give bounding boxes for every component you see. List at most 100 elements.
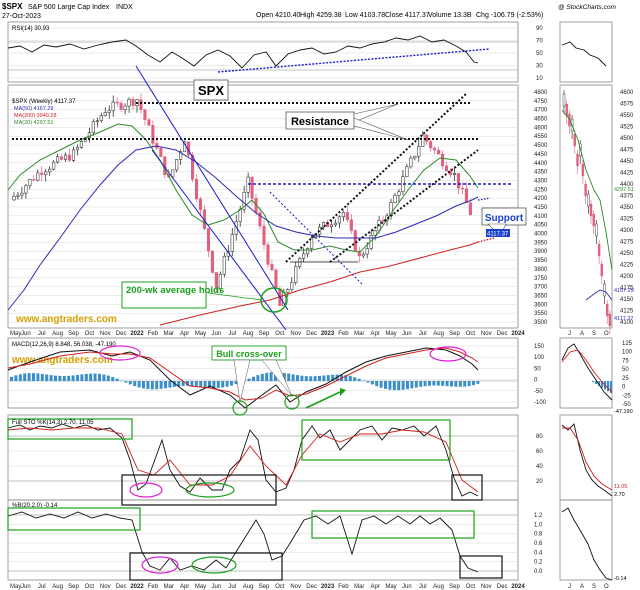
price-axis-label: 3900	[534, 249, 548, 255]
candle-body	[353, 230, 357, 252]
right-candle-body	[606, 303, 609, 317]
spx-label-box	[193, 79, 229, 101]
macd-histogram-bar	[89, 373, 93, 381]
stoch-axis-label: 20	[536, 479, 543, 485]
macd-histogram-bar	[54, 375, 57, 381]
right-x-axis-label: J	[568, 331, 571, 337]
x-axis-label: May	[195, 331, 206, 337]
stoch-axis-label: 40	[536, 464, 543, 470]
macd-histogram-bar	[265, 372, 269, 381]
candle-body	[67, 154, 72, 161]
candle-body	[286, 289, 290, 293]
x-axis-label: Jun	[402, 584, 412, 590]
macd-histogram-bar	[309, 376, 313, 381]
macd-histogram-bar	[406, 381, 409, 390]
candle-body	[191, 155, 195, 180]
macd-histogram-bar	[177, 381, 181, 387]
candle-body	[147, 119, 151, 126]
price-last-tag: 4117.37	[487, 232, 509, 238]
right-tag-ma20: 4297.51	[614, 187, 634, 193]
pctb-axis-label: 0.0	[534, 569, 543, 575]
x-axis-label: Dec	[497, 331, 508, 337]
right-price-axis-label: 4150	[620, 297, 634, 303]
pctb-line	[7, 511, 479, 573]
ma200-line	[159, 241, 479, 326]
price-axis-label: 4700	[534, 108, 548, 114]
x-axis-label: Jul	[419, 331, 427, 337]
candle-body	[357, 250, 361, 257]
pctb-panel	[7, 499, 519, 581]
candle-body	[365, 248, 369, 255]
right-candle-body	[587, 193, 590, 207]
x-axis-label: Jul	[228, 331, 236, 337]
rsi-axis-label: 90	[536, 26, 543, 32]
x-axis-label: Aug	[243, 584, 254, 590]
candle-body	[445, 165, 449, 171]
macd-histogram-bar	[40, 373, 44, 381]
bull-cross-pointer-2	[261, 359, 293, 397]
macd-histogram-bar	[414, 381, 418, 388]
macd-histogram-bar	[247, 378, 251, 381]
candle-body	[24, 185, 28, 194]
macd-histogram-bar	[476, 381, 480, 384]
macd-histogram-bar	[124, 381, 128, 383]
rsi-axis-label: 50	[536, 51, 543, 57]
right-rsi-line	[561, 41, 607, 67]
macd-ellipse-1	[99, 345, 141, 361]
x-axis-label: Apr	[180, 331, 189, 337]
price-axis-label: 4550	[534, 134, 548, 140]
macd-histogram-bar	[269, 372, 273, 381]
right-price-axis-label: 4350	[620, 205, 634, 211]
rsi-axis-label: 30	[536, 64, 543, 70]
macd-histogram-bar	[225, 381, 229, 387]
x-axis-label: Jun	[402, 331, 412, 337]
right-candle-body	[576, 153, 579, 167]
header-date: 27-Oct-2023	[2, 13, 41, 20]
candle-body	[397, 191, 401, 196]
header-volume: Volume 13.3B	[428, 12, 472, 19]
price-panel	[7, 84, 519, 329]
candle-body	[405, 166, 409, 177]
x-axis-label: Sep	[259, 331, 270, 337]
right-price-axis-label: 4550	[620, 113, 634, 119]
candle-body	[262, 225, 266, 245]
macd-histogram-bar	[102, 374, 106, 381]
x-axis-label: Jul	[228, 584, 236, 590]
right-tag-close: 4117.37	[614, 316, 633, 322]
macd-histogram-bar	[146, 381, 150, 390]
bull-cross-ellipse-2	[284, 394, 300, 410]
candle-body	[139, 99, 143, 110]
candle-body	[103, 112, 107, 116]
macd-histogram-bar	[401, 381, 405, 390]
price-axis-label: 4250	[534, 187, 548, 193]
price-axis-label: 3650	[534, 293, 548, 299]
stoch-box-oversold-1	[121, 474, 277, 506]
candle-body	[60, 156, 64, 160]
candle-body	[71, 149, 76, 161]
candle-body	[20, 192, 24, 196]
bull-cross-pointer	[233, 359, 251, 403]
ma200-callout-box	[121, 281, 207, 309]
candle-body	[64, 154, 68, 160]
ma20-legend: MA(20) 4297.51	[14, 120, 53, 126]
right-x-axis-label: S	[592, 584, 596, 590]
price-axis-label: 4350	[534, 170, 548, 176]
right-macd-histogram-bar	[601, 381, 604, 388]
x-axis-label: Mar	[164, 584, 174, 590]
right-x-axis-label: J	[568, 584, 571, 590]
macd-histogram-bar	[458, 381, 462, 387]
price-axis-label: 4800	[534, 90, 548, 96]
macd-histogram-bar	[98, 373, 101, 381]
candle-body	[210, 250, 214, 273]
rsi-axis-label: 70	[536, 39, 543, 45]
price-axis-label: 4400	[534, 161, 548, 167]
right-tag-pctb: -0.14	[614, 576, 627, 582]
rsi-trendline	[217, 48, 491, 73]
candle-body	[52, 161, 56, 170]
right-tag-macd: -47.190	[614, 409, 633, 415]
rsi-legend: RSI(14) 30.93	[12, 26, 50, 32]
price-axis-label: 3700	[534, 285, 548, 291]
price-axis-label: 3800	[534, 267, 548, 273]
x-axis-label: Nov	[100, 584, 111, 590]
right-macd-axis-label: 125	[622, 341, 633, 347]
